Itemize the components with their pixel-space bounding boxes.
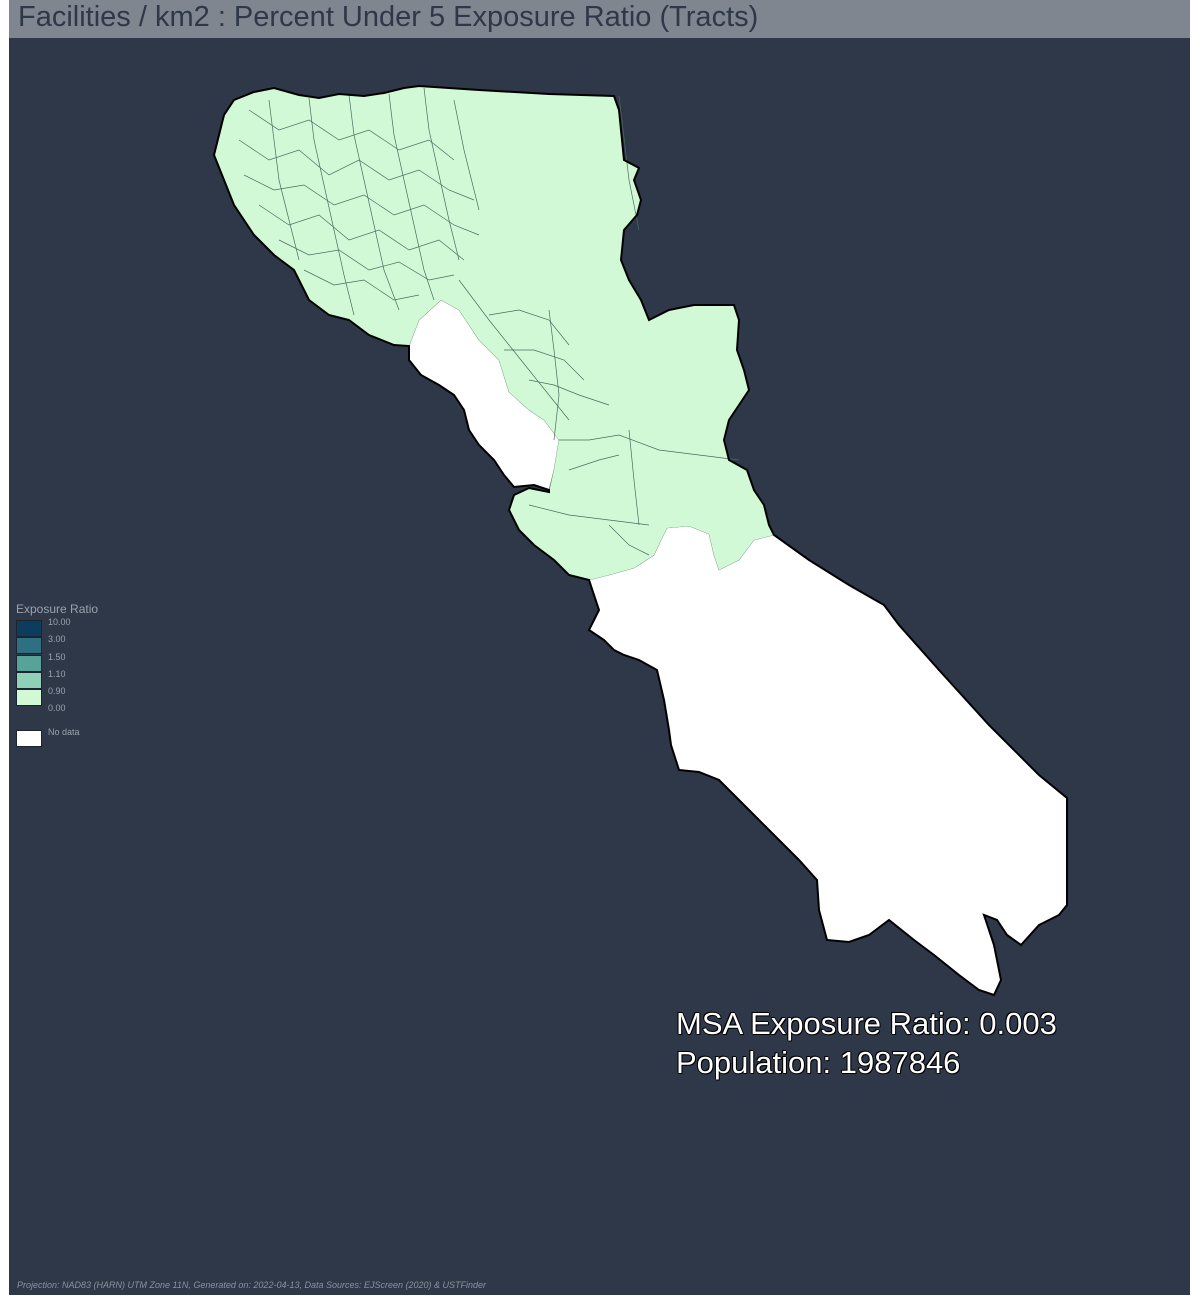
legend-swatch [16,637,42,655]
legend-label: 1.50 [48,651,66,662]
legend-label: 3.00 [48,634,66,645]
title-bar: Facilities / km2 : Percent Under 5 Expos… [9,0,1190,38]
legend: Exposure Ratio 10.00 3.00 1.50 1.10 0.90 [16,602,156,747]
tract-boundaries [238,87,740,556]
legend-swatch [16,689,42,707]
legend-label: 10.00 [48,617,71,627]
legend-label: 0.90 [48,686,66,697]
county-outline [212,84,1068,997]
legend-class: 1.10 [16,668,156,689]
summary-text: MSA Exposure Ratio: 0.003 Population: 19… [676,1004,1057,1082]
legend-min: 0.00 [16,703,156,723]
legend-nodata-label: No data [48,726,80,737]
legend-classes: 10.00 3.00 1.50 1.10 0.90 0.00 [16,617,156,724]
population-count: Population: 1987846 [676,1045,961,1080]
map-frame: Facilities / km2 : Percent Under 5 Expos… [9,0,1190,1295]
map-title: Facilities / km2 : Percent Under 5 Expos… [18,1,759,33]
legend-class: 3.00 [16,634,156,655]
legend-swatch [16,654,42,672]
region-monterey-nodata [588,525,1068,996]
msa-exposure-ratio: MSA Exposure Ratio: 0.003 [676,1006,1057,1041]
legend-swatch [16,620,42,637]
legend-swatch [16,671,42,689]
legend-nodata-swatch [16,729,42,747]
region-santa-clara-tracts [214,86,774,580]
legend-class: 1.50 [16,651,156,672]
legend-label: 1.10 [48,668,66,679]
legend-nodata: No data [16,726,156,747]
legend-min-label: 0.00 [48,703,66,714]
map-canvas [212,84,1068,997]
footer-credits: Projection: NAD83 (HARN) UTM Zone 11N, G… [17,1280,487,1290]
legend-class: 10.00 [16,617,156,637]
legend-class: 0.90 [16,686,156,707]
legend-title: Exposure Ratio [16,602,99,616]
